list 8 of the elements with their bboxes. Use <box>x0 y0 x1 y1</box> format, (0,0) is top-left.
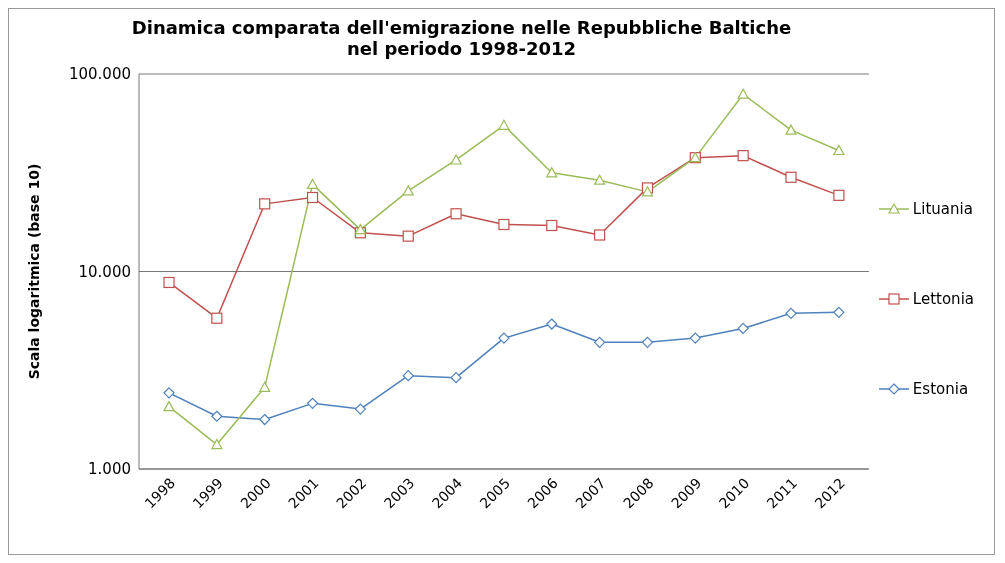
legend-label: Lituania <box>912 200 973 218</box>
legend-label: Lettonia <box>912 290 974 308</box>
y-tick-label: 1.000 <box>88 460 131 479</box>
y-tick-label: 100.000 <box>68 65 131 84</box>
y-tick-label: 10.000 <box>78 262 131 281</box>
chart-title: Dinamica comparata dell'emigrazione nelle Repubbliche Baltiche nel periodo 1998-2012 <box>130 17 793 59</box>
legend-label: Estonia <box>912 380 969 398</box>
y-axis-title: Scala logaritmica (base 10) <box>25 163 42 380</box>
